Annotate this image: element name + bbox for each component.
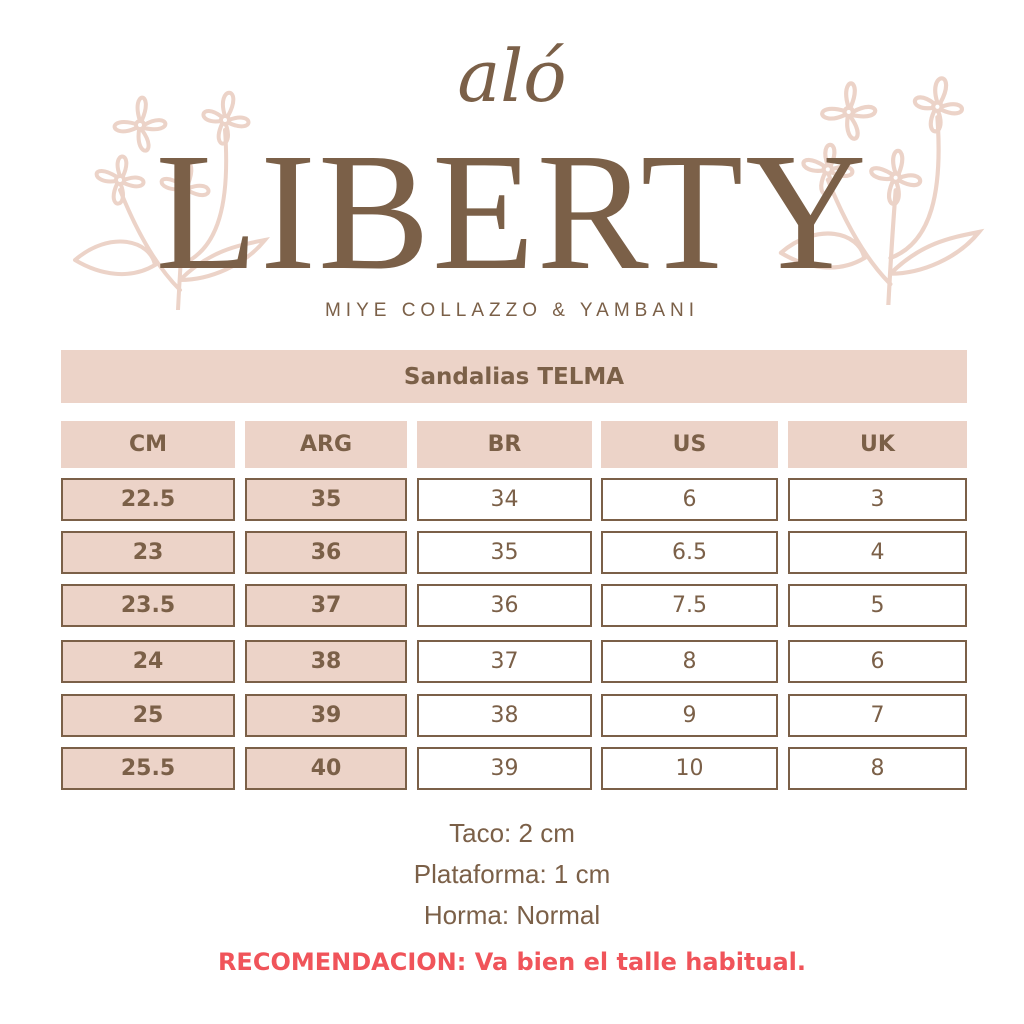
logo-main-text: LIBERTY [155,119,869,305]
table-cell-br: 35 [417,531,592,574]
flower-icon [159,160,211,216]
heel-note: Taco: 2 cm [449,818,575,848]
last-note: Horma: Normal [423,900,601,930]
logo-subtitle: MIYE COLLAZZO & YAMBANI [324,300,700,321]
column-header-arg: ARG [245,421,407,468]
table-cell-arg: 39 [245,694,407,737]
flower-icon [201,90,251,146]
table-title: Sandalias TELMA [61,350,967,403]
table-cell-us: 6.5 [601,531,778,574]
flower-icon [869,148,923,206]
column-header-br: BR [417,421,592,468]
table-cell-arg: 38 [245,640,407,683]
table-cell-br: 36 [417,584,592,627]
table-cell-us: 6 [601,478,778,521]
table-cell-arg: 36 [245,531,407,574]
table-cell-uk: 8 [788,747,967,790]
flower-icon [801,142,855,197]
table-cell-us: 10 [601,747,778,790]
table-cell-cm: 25.5 [61,747,235,790]
table-cell-us: 8 [601,640,778,683]
table-cell-arg: 37 [245,584,407,627]
table-cell-us: 9 [601,694,778,737]
table-cell-cm: 22.5 [61,478,235,521]
flower-illustration-left [73,90,270,310]
logo-script-text: aló [457,34,567,118]
flower-icon [912,76,964,134]
recommendation-text: RECOMENDACION: Va bien el talle habitual… [217,948,807,976]
table-cell-uk: 6 [788,640,967,683]
flower-illustration-right [778,76,985,305]
table-cell-cm: 25 [61,694,235,737]
flower-icon [94,154,146,206]
table-cell-br: 37 [417,640,592,683]
table-cell-us: 7.5 [601,584,778,627]
table-cell-br: 34 [417,478,592,521]
table-cell-br: 38 [417,694,592,737]
flower-icon [820,81,878,141]
flower-icon [112,95,168,153]
column-header-cm: CM [61,421,235,468]
column-header-uk: UK [788,421,967,468]
platform-note: Plataforma: 1 cm [413,859,611,889]
table-cell-uk: 3 [788,478,967,521]
table-cell-arg: 40 [245,747,407,790]
table-cell-cm: 24 [61,640,235,683]
column-header-us: US [601,421,778,468]
table-cell-cm: 23.5 [61,584,235,627]
table-cell-uk: 5 [788,584,967,627]
table-cell-cm: 23 [61,531,235,574]
table-cell-uk: 7 [788,694,967,737]
table-cell-br: 39 [417,747,592,790]
table-cell-uk: 4 [788,531,967,574]
table-cell-arg: 35 [245,478,407,521]
